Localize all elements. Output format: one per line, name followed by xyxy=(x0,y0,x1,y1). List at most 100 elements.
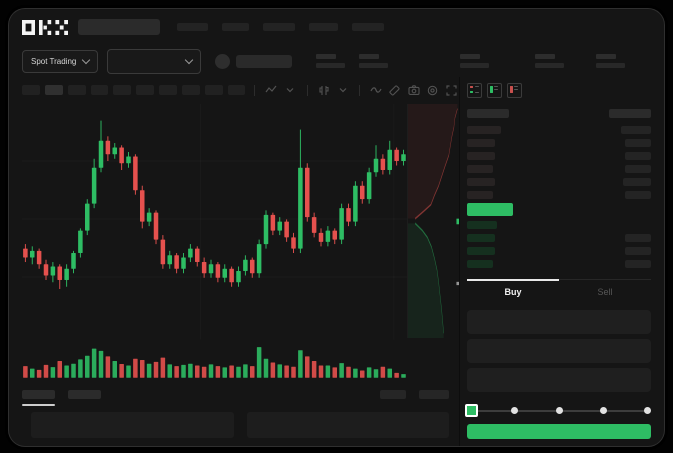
amount-slider[interactable] xyxy=(465,402,651,419)
depth-chart[interactable] xyxy=(407,104,459,338)
total-input[interactable] xyxy=(467,368,651,392)
timeframe-button[interactable] xyxy=(67,85,86,95)
orderbook-bid-row[interactable] xyxy=(467,244,651,257)
chart-toolbar xyxy=(22,80,459,100)
candle-body xyxy=(263,214,269,245)
orderbook-split-icon[interactable] xyxy=(467,82,482,98)
toolbar-divider xyxy=(306,84,308,96)
volume-bar xyxy=(153,361,159,378)
candle-body xyxy=(50,266,56,276)
timeframe-button[interactable] xyxy=(90,85,109,95)
volume-bar xyxy=(250,366,255,378)
candle-body xyxy=(119,147,124,164)
amount-placeholder xyxy=(625,246,651,255)
candle-body xyxy=(160,239,166,265)
slider-handle[interactable] xyxy=(465,404,478,417)
indicator-wave-icon[interactable] xyxy=(369,83,383,97)
timeframe-button[interactable] xyxy=(181,85,200,95)
symbol-row: Spot Trading xyxy=(9,45,664,77)
bottom-panel-right[interactable] xyxy=(246,412,449,438)
market-type-dropdown[interactable]: Spot Trading xyxy=(22,49,99,73)
amount-placeholder xyxy=(625,138,651,147)
tab-buy[interactable]: Buy xyxy=(467,280,559,303)
candle-type-icon[interactable] xyxy=(316,83,330,97)
candlestick-chart[interactable] xyxy=(22,104,407,380)
candle-body xyxy=(256,244,262,274)
search-input[interactable] xyxy=(78,19,160,35)
bottom-tab-active[interactable] xyxy=(22,390,55,406)
tab-sell-label: Sell xyxy=(597,286,613,297)
candle-body xyxy=(153,212,159,240)
stat-placeholder xyxy=(596,54,626,68)
volume-bar xyxy=(30,368,35,378)
pair-dropdown[interactable] xyxy=(107,48,202,74)
buy-submit-button[interactable] xyxy=(467,424,651,439)
timeframe-button[interactable] xyxy=(227,85,246,95)
timeframe-button[interactable] xyxy=(136,85,155,95)
price-placeholder xyxy=(467,220,497,229)
amount-placeholder xyxy=(625,164,651,173)
volume-bar xyxy=(387,368,393,378)
orderbook-ask-row[interactable] xyxy=(467,136,651,149)
volume-bar xyxy=(215,366,221,378)
chevron-down-icon[interactable] xyxy=(336,83,350,97)
orderbook-bids-icon[interactable] xyxy=(487,82,502,98)
orderbook-ask-row[interactable] xyxy=(467,175,651,188)
okx-logo[interactable]: OKX xyxy=(22,19,68,35)
price-input[interactable] xyxy=(467,310,651,334)
volume-bar xyxy=(195,365,200,378)
volume-bar xyxy=(263,358,269,378)
nav-item-placeholder[interactable] xyxy=(263,23,295,31)
slider-stop-50[interactable] xyxy=(555,407,563,414)
settings-icon[interactable] xyxy=(426,83,440,97)
fullscreen-icon[interactable] xyxy=(445,83,459,97)
tab-sell[interactable]: Sell xyxy=(559,280,651,303)
orderbook-ask-row[interactable] xyxy=(467,149,651,162)
volume-bar xyxy=(298,350,303,378)
timeframe-button[interactable] xyxy=(159,85,177,95)
candle-body xyxy=(380,158,386,170)
timeframe-button[interactable] xyxy=(113,85,132,95)
candle-body xyxy=(85,203,90,231)
slider-stop-100[interactable] xyxy=(644,407,651,414)
line-style-icon[interactable] xyxy=(264,83,278,97)
nav-item-placeholder[interactable] xyxy=(352,23,384,31)
bottom-action-placeholder[interactable] xyxy=(419,390,449,399)
orderbook-bid-row[interactable] xyxy=(467,231,651,244)
orderbook-ask-row[interactable] xyxy=(467,123,651,136)
volume-bar xyxy=(325,365,331,378)
camera-icon[interactable] xyxy=(407,83,421,97)
orderbook-bid-row[interactable] xyxy=(467,257,651,270)
volume-bar xyxy=(353,368,358,378)
candle-body xyxy=(195,248,200,263)
volume-bar xyxy=(160,357,166,378)
volume-bar xyxy=(401,374,406,378)
amount-input[interactable] xyxy=(467,339,651,363)
nav-item-placeholder[interactable] xyxy=(177,23,208,31)
bottom-action-placeholder[interactable] xyxy=(380,390,406,399)
measure-icon[interactable] xyxy=(388,83,402,97)
nav-item-placeholder[interactable] xyxy=(222,23,249,31)
slider-stop-25[interactable] xyxy=(511,407,519,414)
orderbook-bid-row[interactable] xyxy=(467,218,651,231)
orderbook-asks-icon[interactable] xyxy=(507,82,522,98)
chevron-down-icon xyxy=(82,55,91,64)
bottom-panel-left[interactable] xyxy=(31,412,234,438)
orderbook-last-price[interactable] xyxy=(467,202,651,217)
chevron-down-icon[interactable] xyxy=(283,83,297,97)
nav-item-placeholder[interactable] xyxy=(309,23,338,31)
volume-bar xyxy=(229,365,234,378)
orderbook-ask-row[interactable] xyxy=(467,188,651,201)
timeframe-button[interactable] xyxy=(204,85,223,95)
orderbook-ask-row[interactable] xyxy=(467,162,651,175)
candle-body xyxy=(43,264,49,276)
slider-stop-75[interactable] xyxy=(599,407,607,414)
volume-bar xyxy=(394,372,399,378)
candle-body xyxy=(126,156,131,164)
order-panel: Buy Sell xyxy=(459,77,664,446)
candle-body xyxy=(311,217,317,233)
bottom-tab[interactable] xyxy=(68,390,101,399)
volume-bar xyxy=(181,364,186,378)
timeframe-button[interactable] xyxy=(22,85,40,95)
timeframe-button-active[interactable] xyxy=(44,85,63,95)
